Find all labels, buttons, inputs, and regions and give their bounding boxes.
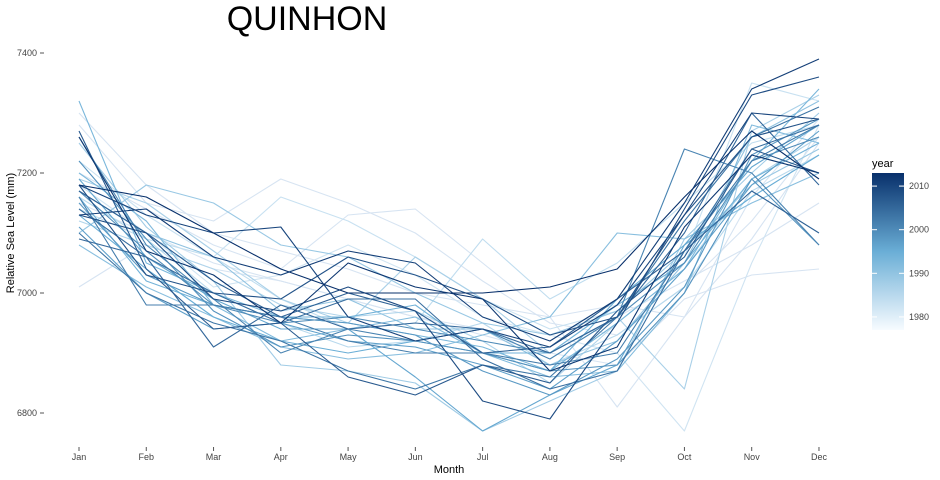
chart-title: QUINHON: [227, 0, 388, 38]
series-line-2004: [78, 124, 820, 390]
x-tick-label: Sep: [609, 452, 625, 462]
x-tick-label: Dec: [811, 452, 828, 462]
y-tick-label: 6800: [17, 408, 37, 418]
series-line-1988: [78, 112, 820, 432]
series-line-2003: [78, 106, 820, 390]
x-tick-label: Jun: [408, 452, 423, 462]
series-line-2008: [78, 118, 820, 336]
legend-tick-label: 2000: [909, 225, 929, 235]
series-line-2007: [78, 130, 820, 396]
legend-title: year: [872, 158, 894, 170]
series-line-2005: [78, 112, 820, 354]
series-layer: [78, 58, 820, 432]
y-axis: 6800 7000 7200 7400: [17, 48, 44, 418]
x-tick-label: Aug: [542, 452, 558, 462]
series-line-1980: [78, 124, 820, 336]
x-tick-label: Mar: [206, 452, 222, 462]
x-tick-label: Jan: [72, 452, 87, 462]
x-tick-label: Nov: [744, 452, 761, 462]
y-tick-label: 7400: [17, 48, 37, 58]
year-legend: year 1980 1990 2000 2010: [872, 158, 929, 330]
x-tick-label: Jul: [477, 452, 489, 462]
series-line-2002: [78, 124, 820, 366]
series-line-1999: [78, 160, 820, 372]
series-line-1996: [78, 124, 820, 432]
y-axis-label: Relative Sea Level (mm): [5, 173, 17, 293]
x-tick-label: May: [340, 452, 358, 462]
series-line-1987: [78, 94, 820, 390]
x-axis-label: Month: [434, 464, 465, 476]
y-tick-label: 7000: [17, 288, 37, 298]
series-line-1983: [78, 82, 820, 330]
legend-tick-label: 2010: [909, 181, 929, 191]
series-line-2013: [78, 130, 820, 294]
series-line-2009: [78, 76, 820, 420]
series-line-2010: [78, 112, 820, 348]
legend-tick-label: 1980: [909, 312, 929, 322]
x-tick-label: Feb: [139, 452, 155, 462]
series-line-1991: [78, 172, 820, 360]
x-tick-label: Apr: [274, 452, 288, 462]
series-line-1979: [78, 112, 820, 318]
legend-colorbar: [872, 173, 904, 330]
series-line-1982: [78, 124, 820, 432]
series-line-1981: [78, 118, 820, 408]
series-line-1984: [78, 124, 820, 330]
x-axis: Jan Feb Mar Apr May Jun Jul Aug Sep Oct Nov Dec: [72, 447, 828, 462]
legend-ticks: 1980 1990 2000 2010: [872, 181, 929, 322]
legend-tick-label: 1990: [909, 268, 929, 278]
series-line-2006: [78, 190, 820, 354]
series-line-1985: [78, 154, 820, 366]
y-tick-label: 7200: [17, 168, 37, 178]
series-line-2011: [78, 58, 820, 342]
x-tick-label: Oct: [677, 452, 692, 462]
